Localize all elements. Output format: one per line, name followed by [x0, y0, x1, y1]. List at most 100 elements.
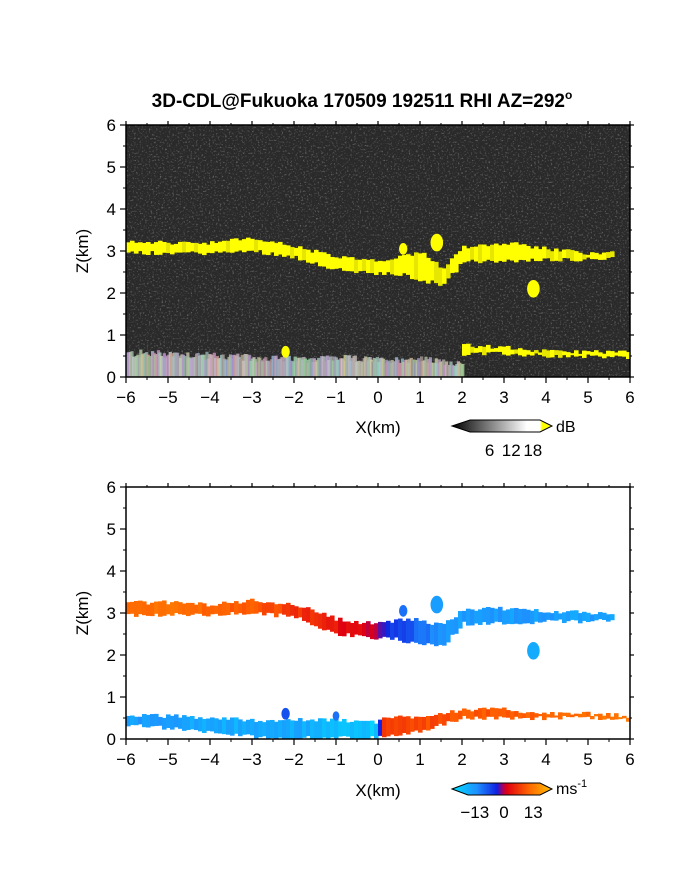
echo-column	[498, 708, 503, 717]
echo-column	[406, 618, 411, 644]
y-tick-label: 4	[107, 200, 116, 219]
echo-column	[350, 622, 355, 638]
echo-column	[410, 620, 415, 642]
echo-column	[234, 717, 239, 734]
echo-column	[374, 623, 379, 640]
echo-column	[546, 249, 551, 259]
echo-column	[358, 720, 363, 739]
echo-column	[606, 712, 611, 719]
echo-column	[530, 712, 535, 721]
echo-column	[398, 618, 403, 641]
echo-column	[482, 244, 487, 262]
echo-column	[574, 350, 579, 357]
echo-column	[438, 713, 443, 724]
echo-column	[238, 240, 243, 251]
echo-column	[242, 721, 247, 735]
echo-column	[562, 712, 567, 716]
echo-column	[566, 352, 571, 358]
echo-column	[254, 601, 259, 614]
echo-column	[174, 601, 179, 614]
x-tick-label: −4	[200, 388, 219, 407]
echo-column	[582, 711, 587, 718]
echo-column	[310, 609, 315, 626]
colorbar-tick-label: 6	[485, 441, 494, 460]
echo-cell	[399, 243, 408, 255]
echo-column	[190, 242, 195, 252]
echo-column	[138, 716, 143, 725]
echo-column	[570, 250, 575, 261]
echo-column	[538, 352, 543, 355]
echo-column	[326, 616, 331, 630]
echo-column	[474, 709, 479, 717]
echo-column	[374, 261, 379, 275]
x-tick-label: −5	[158, 750, 177, 769]
echo-column	[518, 712, 523, 719]
echo-column	[470, 609, 475, 626]
echo-column	[434, 261, 439, 284]
echo-column	[182, 715, 187, 731]
echo-column	[474, 348, 479, 353]
echo-column	[210, 241, 215, 254]
colorbar-tick-label: 18	[523, 441, 542, 460]
x-tick-label: 0	[373, 388, 382, 407]
x-tick-label: −4	[200, 750, 219, 769]
echo-column	[502, 243, 507, 262]
echo-column	[486, 709, 491, 717]
echo-column	[158, 240, 163, 255]
echo-column	[610, 716, 615, 720]
echo-column	[462, 708, 467, 716]
echo-column	[426, 257, 431, 284]
echo-column	[386, 260, 391, 273]
echo-column	[178, 241, 183, 253]
echo-column	[466, 709, 471, 719]
echo-column	[214, 605, 219, 614]
colorbar-tick-label: 13	[524, 803, 543, 822]
echo-column	[254, 239, 259, 253]
echo-column	[486, 606, 491, 625]
echo-cell	[332, 711, 340, 721]
echo-column	[246, 237, 251, 251]
echo-column	[582, 350, 587, 358]
echo-column	[566, 249, 571, 259]
echo-column	[406, 254, 411, 275]
echo-column	[610, 351, 615, 358]
echo-column	[242, 239, 247, 253]
echo-column	[622, 715, 627, 719]
echo-column	[574, 251, 579, 262]
echo-column	[462, 245, 467, 263]
x-tick-label: −6	[116, 750, 135, 769]
echo-column	[570, 714, 575, 718]
echo-column	[126, 242, 131, 253]
echo-column	[526, 712, 531, 718]
echo-column	[150, 602, 155, 617]
velocity-echoes	[126, 595, 630, 739]
echo-column	[462, 610, 467, 622]
echo-column	[226, 240, 231, 253]
echo-column	[394, 716, 399, 737]
echo-column	[322, 718, 327, 738]
echo-column	[134, 600, 139, 617]
figure-title: 3D-CDL@Fukuoka 170509 192511 RHI AZ=292o	[152, 88, 573, 112]
echo-column	[442, 714, 447, 726]
echo-column	[250, 598, 255, 614]
velocity-colorbar-bar	[450, 782, 554, 796]
echo-column	[610, 251, 615, 258]
echo-column	[370, 720, 375, 737]
echo-column	[342, 718, 347, 737]
echo-column	[230, 717, 235, 736]
echo-column	[594, 714, 599, 717]
echo-column	[226, 602, 231, 616]
echo-column	[330, 615, 335, 632]
echo-column	[458, 611, 463, 629]
echo-column	[534, 713, 539, 718]
velocity-colorbar-unit: ms-1	[556, 778, 587, 798]
echo-column	[278, 720, 283, 738]
echo-column	[402, 620, 407, 643]
echo-column	[362, 720, 367, 739]
echo-column	[378, 260, 383, 273]
colorbar-tick-label: 12	[502, 441, 521, 460]
x-tick-label: −3	[242, 750, 261, 769]
echo-column	[262, 603, 267, 616]
echo-column	[598, 254, 603, 260]
